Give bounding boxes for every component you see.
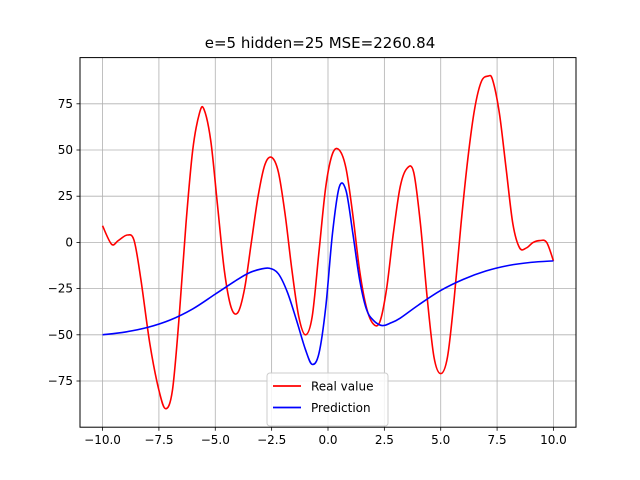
x-tick-label: −10.0: [84, 433, 121, 447]
x-tick-label: 5.0: [431, 433, 450, 447]
x-axis: −10.0 −7.5 −5.0 −2.5 0.0 2.5 5.0 7.5 10.0: [84, 427, 567, 447]
legend-label-real-value: Real value: [311, 380, 373, 394]
x-tick-label: 10.0: [540, 433, 567, 447]
y-tick-label: 0: [65, 235, 73, 249]
x-tick-label: −7.5: [144, 433, 173, 447]
y-tick-label: 25: [58, 189, 73, 203]
legend-label-prediction: Prediction: [311, 401, 371, 415]
y-tick-label: −50: [48, 328, 73, 342]
y-tick-label: 50: [58, 143, 73, 157]
x-tick-label: 7.5: [488, 433, 507, 447]
x-tick-label: 2.5: [375, 433, 394, 447]
series-layer: [101, 74, 555, 410]
x-tick-label: −5.0: [201, 433, 230, 447]
chart-title: e=5 hidden=25 MSE=2260.84: [205, 34, 436, 52]
y-axis: −75 −50 −25 0 25 50 75: [48, 97, 80, 388]
series-line-prediction: [102, 182, 554, 366]
y-tick-label: −75: [48, 374, 73, 388]
x-tick-label: −2.5: [257, 433, 286, 447]
series-line-real-value: [101, 74, 555, 410]
x-tick-label: 0.0: [318, 433, 337, 447]
y-tick-label: −25: [48, 282, 73, 296]
y-tick-label: 75: [58, 97, 73, 111]
legend: Real value Prediction: [266, 372, 389, 427]
